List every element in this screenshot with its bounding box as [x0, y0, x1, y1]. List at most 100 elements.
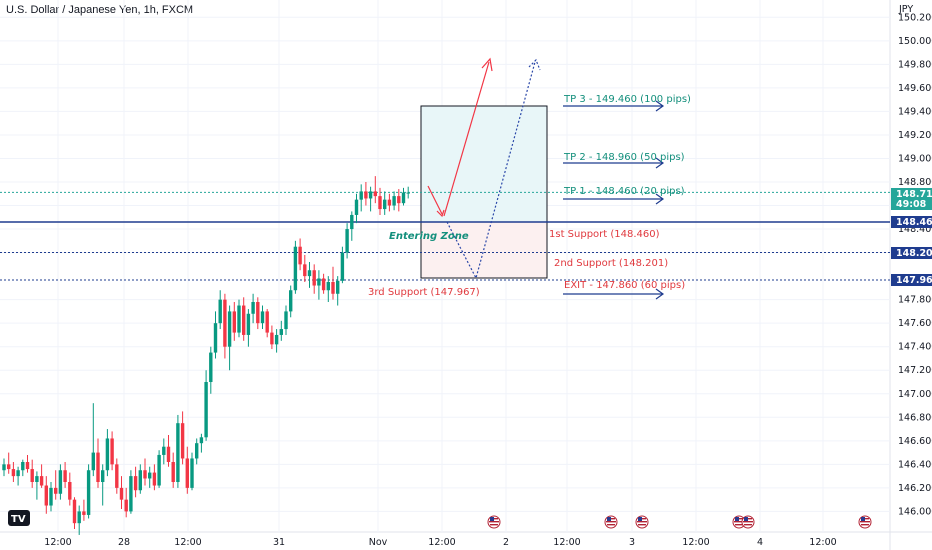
- candle-body: [152, 472, 157, 486]
- tradingview-logo[interactable]: TV: [8, 510, 30, 526]
- level3-price-tag[interactable]: 147.967: [891, 274, 932, 286]
- target-zone-box[interactable]: [421, 106, 547, 222]
- candle-body: [119, 487, 124, 500]
- candle-body: [293, 246, 298, 291]
- candle-body: [115, 464, 119, 488]
- candle-body: [166, 446, 171, 462]
- time-axis[interactable]: 12:00 28 12:00 31 Nov 12:00 2 12:00 3 12:00 4 12:00: [44, 537, 836, 548]
- candle-body: [39, 476, 44, 486]
- level3-price: 147.967: [896, 275, 932, 286]
- candle-body: [11, 469, 16, 477]
- candle-body: [96, 452, 100, 482]
- candle-body: [326, 282, 330, 291]
- y-tick-label: 149.800: [898, 59, 932, 70]
- alternate-path-arrow[interactable]: [446, 58, 541, 280]
- candle-body: [25, 462, 30, 470]
- support1-label: 1st Support (148.460): [549, 229, 660, 240]
- candle-body: [138, 470, 142, 491]
- x-tick-label: 12:00: [428, 537, 455, 548]
- candle-body: [63, 470, 67, 482]
- tp3-arrow[interactable]: [563, 100, 665, 112]
- candle-body: [270, 332, 274, 345]
- candle-body: [303, 264, 307, 277]
- candle-body: [209, 352, 213, 382]
- current-price-tag[interactable]: 148.712 49:08: [891, 188, 932, 210]
- us-event-flag[interactable]: [741, 515, 755, 529]
- candle-body: [265, 311, 269, 333]
- candle-body: [133, 476, 138, 491]
- x-tick-label: 12:00: [682, 537, 709, 548]
- candle-body: [317, 278, 321, 286]
- x-tick-label: 31: [273, 537, 285, 548]
- level2-price-tag[interactable]: 148.201: [891, 247, 932, 259]
- candle-body: [401, 192, 406, 204]
- candle-body: [321, 278, 326, 291]
- candle-body: [298, 246, 302, 265]
- candle-body: [359, 191, 363, 200]
- candle-body: [345, 229, 349, 253]
- us-event-flag[interactable]: [732, 515, 746, 529]
- x-tick-label: 28: [118, 537, 130, 548]
- y-tick-label: 149.400: [898, 106, 932, 117]
- candle-body: [364, 191, 368, 199]
- chart-title: U.S. Dollar / Japanese Yen, 1h, FXCM: [6, 4, 194, 16]
- candle-body: [331, 282, 335, 294]
- us-event-flag[interactable]: [635, 515, 649, 529]
- y-tick-label: 147.200: [898, 365, 932, 376]
- tp1-label: TP 1 - 148.460 (20 pips): [563, 186, 685, 197]
- current-price: 148.712: [896, 189, 932, 200]
- candle-body: [227, 311, 232, 347]
- candle-body: [213, 323, 218, 353]
- level1-price-tag[interactable]: 148.460: [891, 216, 932, 228]
- x-tick-label: 2: [503, 537, 509, 548]
- candle-body: [195, 443, 199, 459]
- y-tick-label: 146.200: [898, 483, 932, 494]
- exit-arrow[interactable]: [563, 288, 665, 300]
- entering-zone-label: Entering Zone: [389, 231, 469, 242]
- candle-body: [397, 196, 401, 204]
- candle-body: [289, 290, 293, 312]
- candle-body: [284, 311, 288, 330]
- y-tick-label: 148.800: [898, 177, 932, 188]
- candle-body: [392, 196, 396, 206]
- level1-price: 148.460: [896, 217, 932, 228]
- support2-label: 2nd Support (148.201): [554, 258, 668, 269]
- y-tick-label: 150.000: [898, 36, 932, 47]
- tp2-arrow[interactable]: [563, 157, 665, 169]
- candle-body: [368, 191, 373, 199]
- candle-body: [157, 454, 161, 486]
- y-tick-label: 147.400: [898, 342, 932, 353]
- tp1-arrow[interactable]: [563, 193, 665, 205]
- y-tick-label: 146.800: [898, 412, 932, 423]
- candle-body: [387, 199, 392, 206]
- candle-body: [312, 270, 316, 286]
- candle-body: [378, 196, 382, 210]
- us-event-flag[interactable]: [487, 515, 501, 529]
- price-axis[interactable]: 150.200 150.000 149.800 149.600 149.400 149.2…: [898, 12, 932, 517]
- currency-label: JPY: [898, 4, 913, 15]
- candle-body: [143, 470, 147, 479]
- tp3-label: TP 3 - 149.460 (100 pips): [563, 94, 691, 105]
- candle-body: [16, 470, 20, 477]
- y-tick-label: 149.000: [898, 153, 932, 164]
- candle-body: [162, 446, 166, 455]
- y-tick-label: 148.400: [898, 224, 932, 235]
- candle-body: [237, 305, 241, 333]
- candle-body: [35, 476, 39, 482]
- candle-body: [383, 199, 387, 210]
- candle-body: [373, 191, 377, 197]
- y-tick-label: 146.000: [898, 506, 932, 517]
- us-event-flag[interactable]: [604, 515, 618, 529]
- candle-body: [232, 311, 236, 333]
- candle-body: [350, 214, 354, 230]
- y-tick-label: 147.600: [898, 318, 932, 329]
- candle-body: [218, 299, 222, 324]
- candle-body: [223, 299, 227, 347]
- bullish-arrow[interactable]: [427, 57, 493, 218]
- event-flags[interactable]: [487, 515, 872, 529]
- candle-body: [307, 270, 312, 277]
- x-tick-label: 3: [629, 537, 635, 548]
- us-event-flag[interactable]: [858, 515, 872, 529]
- y-tick-label: 147.800: [898, 295, 932, 306]
